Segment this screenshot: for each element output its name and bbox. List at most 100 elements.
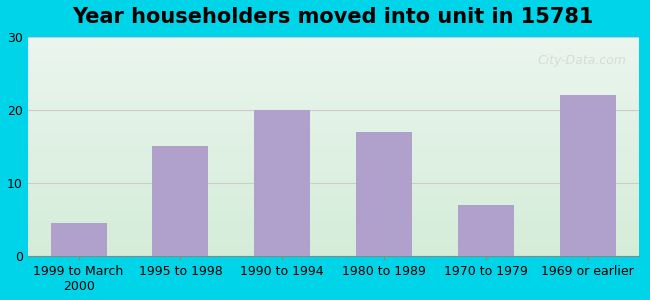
- Bar: [28, 100, 639, 103]
- Bar: [28, 87, 639, 89]
- Bar: [28, 168, 639, 170]
- Bar: [28, 210, 639, 212]
- Bar: [28, 212, 639, 214]
- Bar: [51, 223, 107, 256]
- Bar: [28, 131, 639, 133]
- Bar: [28, 217, 639, 219]
- Bar: [28, 37, 639, 39]
- Bar: [28, 92, 639, 94]
- Bar: [28, 122, 639, 124]
- Bar: [28, 61, 639, 63]
- Bar: [28, 247, 639, 250]
- Bar: [28, 85, 639, 87]
- Bar: [28, 236, 639, 238]
- Bar: [28, 136, 639, 138]
- Bar: [28, 245, 639, 247]
- Bar: [28, 50, 639, 52]
- Bar: [28, 170, 639, 173]
- Bar: [28, 52, 639, 54]
- Bar: [28, 41, 639, 43]
- Bar: [28, 182, 639, 184]
- Bar: [28, 133, 639, 136]
- Bar: [28, 206, 639, 208]
- Bar: [28, 158, 639, 160]
- Bar: [356, 132, 412, 256]
- Bar: [28, 199, 639, 201]
- Bar: [28, 153, 639, 155]
- Bar: [28, 227, 639, 230]
- Bar: [28, 177, 639, 179]
- Bar: [28, 241, 639, 243]
- Bar: [28, 223, 639, 225]
- Bar: [28, 234, 639, 236]
- Bar: [28, 214, 639, 217]
- Bar: [28, 127, 639, 129]
- Bar: [28, 173, 639, 175]
- Bar: [28, 118, 639, 120]
- Bar: [28, 81, 639, 83]
- Bar: [28, 179, 639, 182]
- Bar: [28, 54, 639, 57]
- Bar: [28, 203, 639, 206]
- Bar: [28, 146, 639, 148]
- Bar: [28, 96, 639, 98]
- Bar: [28, 201, 639, 203]
- Bar: [28, 70, 639, 72]
- Bar: [28, 155, 639, 158]
- Bar: [28, 243, 639, 245]
- Bar: [28, 44, 639, 46]
- Bar: [28, 68, 639, 70]
- Bar: [28, 230, 639, 232]
- Bar: [28, 109, 639, 111]
- Bar: [28, 74, 639, 76]
- Bar: [28, 116, 639, 118]
- Bar: [28, 238, 639, 241]
- Bar: [28, 94, 639, 96]
- Bar: [28, 105, 639, 107]
- Bar: [28, 46, 639, 48]
- Bar: [28, 114, 639, 116]
- Bar: [28, 129, 639, 131]
- Bar: [28, 232, 639, 234]
- Bar: [28, 98, 639, 101]
- Bar: [28, 160, 639, 162]
- Bar: [560, 95, 616, 256]
- Bar: [28, 186, 639, 188]
- Bar: [28, 254, 639, 256]
- Bar: [28, 144, 639, 146]
- Bar: [28, 162, 639, 164]
- Bar: [28, 107, 639, 109]
- Bar: [28, 193, 639, 195]
- Bar: [254, 110, 310, 256]
- Title: Year householders moved into unit in 15781: Year householders moved into unit in 157…: [73, 7, 594, 27]
- Bar: [28, 72, 639, 74]
- Bar: [28, 76, 639, 79]
- Bar: [28, 103, 639, 105]
- Bar: [28, 252, 639, 254]
- Bar: [28, 151, 639, 153]
- Bar: [28, 190, 639, 193]
- Bar: [28, 65, 639, 68]
- Bar: [28, 111, 639, 114]
- Bar: [28, 142, 639, 144]
- Text: City-Data.com: City-Data.com: [538, 54, 627, 68]
- Bar: [28, 138, 639, 140]
- Bar: [28, 59, 639, 61]
- Bar: [28, 221, 639, 223]
- Bar: [28, 188, 639, 190]
- Bar: [28, 250, 639, 252]
- Bar: [28, 140, 639, 142]
- Bar: [28, 63, 639, 65]
- Bar: [28, 184, 639, 186]
- Bar: [28, 208, 639, 210]
- Bar: [28, 219, 639, 221]
- Bar: [28, 197, 639, 199]
- Bar: [28, 148, 639, 151]
- Bar: [28, 57, 639, 59]
- Bar: [152, 146, 209, 256]
- Bar: [28, 79, 639, 81]
- Bar: [28, 166, 639, 168]
- Bar: [28, 124, 639, 127]
- Bar: [28, 120, 639, 122]
- Bar: [28, 39, 639, 41]
